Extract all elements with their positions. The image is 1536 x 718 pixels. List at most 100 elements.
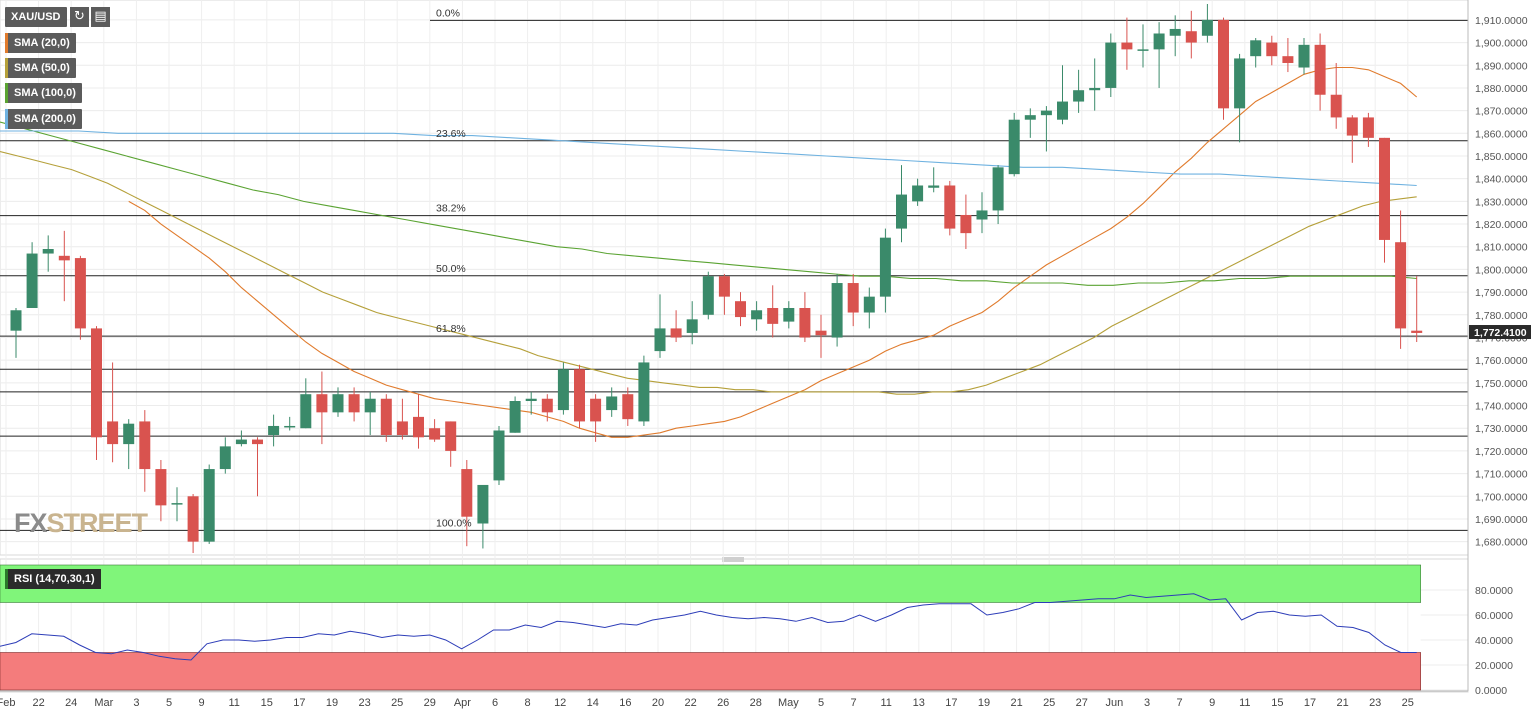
x-tick-label: 3: [133, 697, 139, 709]
sma-line: [128, 66, 1418, 438]
x-tick-label: 7: [1177, 697, 1183, 709]
indicator-sma-100[interactable]: SMA (100,0): [5, 83, 82, 103]
y-tick-label: 1,880.0000: [1475, 83, 1528, 95]
candle-body: [1266, 42, 1278, 57]
fibonacci-label: 23.6%: [436, 128, 466, 140]
candle-body: [332, 394, 344, 413]
fibonacci-labels: 0.0% 23.6% 38.2% 50.0% 61.8% 100.0%: [436, 7, 472, 529]
y-tick-label: 1,850.0000: [1475, 151, 1528, 163]
candle-body: [525, 398, 537, 402]
y-tick-label: 1,750.0000: [1475, 378, 1528, 390]
x-tick-label: May: [778, 697, 799, 709]
x-tick-label: 17: [945, 697, 957, 709]
candle-body: [638, 362, 650, 422]
x-tick-label: 7: [851, 697, 857, 709]
candle-body: [718, 276, 730, 297]
indicator-rsi[interactable]: RSI (14,70,30,1): [5, 569, 101, 589]
y-tick-label: 1,900.0000: [1475, 38, 1528, 50]
rsi-y-tick-label: 60.0000: [1475, 610, 1513, 622]
indicator-sma-50[interactable]: SMA (50,0): [5, 58, 76, 78]
candle-body: [1153, 33, 1165, 50]
indicator-sma-200[interactable]: SMA (200,0): [5, 109, 82, 129]
candle-body: [58, 255, 70, 261]
candle-body: [1250, 40, 1262, 57]
rsi-y-tick-label: 40.0000: [1475, 635, 1513, 647]
candle-body: [187, 496, 199, 542]
candle-body: [396, 421, 408, 436]
candle-body: [1330, 94, 1342, 118]
x-tick-label: 16: [619, 697, 631, 709]
candle-body: [1008, 119, 1020, 175]
candle-body: [493, 430, 505, 481]
candle-body: [1201, 19, 1213, 36]
candle-body: [992, 167, 1004, 211]
candle-body: [879, 237, 891, 297]
y-tick-label: 1,890.0000: [1475, 60, 1528, 72]
x-tick-label: 26: [717, 697, 729, 709]
x-tick-label: 17: [1304, 697, 1316, 709]
x-tick-label: 14: [587, 697, 599, 709]
candle-body: [928, 185, 940, 188]
fibonacci-label: 0.0%: [436, 7, 460, 19]
indicator-label: SMA (100,0): [14, 87, 76, 99]
candle-body: [1024, 115, 1036, 120]
candle-body: [1121, 42, 1133, 50]
candle-body: [509, 401, 521, 433]
candle-body: [574, 369, 585, 422]
indicator-label: SMA (50,0): [14, 62, 70, 74]
rsi-y-tick-label: 80.0000: [1475, 585, 1513, 597]
x-tick-label: 3: [1144, 697, 1150, 709]
x-tick-label: 19: [978, 697, 990, 709]
x-tick-label: 6: [492, 697, 498, 709]
refresh-icon[interactable]: ↻: [70, 7, 89, 27]
x-tick-label: Jun: [1106, 697, 1124, 709]
y-tick-label: 1,760.0000: [1475, 355, 1528, 367]
y-tick-label: 1,680.0000: [1475, 537, 1528, 549]
y-tick-label: 1,830.0000: [1475, 196, 1528, 208]
indicator-sma-20[interactable]: SMA (20,0): [5, 33, 76, 53]
x-tick-label: 9: [1209, 697, 1215, 709]
candle-body: [1040, 110, 1052, 116]
x-tick-label: 12: [554, 697, 566, 709]
x-tick-label: 23: [1369, 697, 1381, 709]
candle-body: [976, 210, 988, 220]
x-tick-label: 11: [880, 697, 891, 709]
candle-body: [606, 396, 618, 411]
candle-body: [235, 439, 247, 445]
sma-line: [0, 130, 1417, 187]
x-tick-label: Feb: [0, 697, 15, 709]
y-tick-label: 1,810.0000: [1475, 242, 1528, 254]
candle-body: [1169, 28, 1181, 36]
candle-body: [413, 416, 424, 438]
rsi-line: [0, 593, 1417, 661]
fibonacci-label: 100.0%: [436, 517, 472, 529]
y-tick-label: 1,820.0000: [1475, 219, 1528, 231]
x-tick-label: 29: [424, 697, 436, 709]
candle-body: [1234, 58, 1246, 109]
candle-body: [686, 319, 698, 333]
candle-body: [1282, 56, 1294, 63]
y-tick-label: 1,800.0000: [1475, 264, 1528, 276]
symbol-text: XAU/USD: [11, 11, 61, 23]
candle-body: [944, 185, 956, 229]
x-tick-label: 11: [228, 697, 239, 709]
y-tick-label: 1,690.0000: [1475, 514, 1528, 526]
candle-body: [702, 276, 714, 315]
fibonacci-label: 61.8%: [436, 323, 466, 335]
x-tick-label: 15: [261, 697, 273, 709]
sma-line: [0, 150, 1417, 395]
candle-body: [123, 423, 135, 445]
candle-body: [1314, 44, 1326, 95]
fibonacci-label: 50.0%: [436, 263, 466, 275]
x-tick-label: 19: [326, 697, 338, 709]
candle-body: [268, 425, 280, 436]
current-price-label: 1,772.4100: [1474, 327, 1527, 339]
x-tick-label: 9: [199, 697, 205, 709]
candle-body: [461, 469, 473, 517]
candle-body: [815, 330, 827, 336]
candle-body: [912, 185, 924, 202]
bar-settings-icon[interactable]: ▤: [91, 7, 110, 27]
candle-body: [300, 394, 312, 429]
symbol-label[interactable]: XAU/USD: [5, 7, 67, 27]
